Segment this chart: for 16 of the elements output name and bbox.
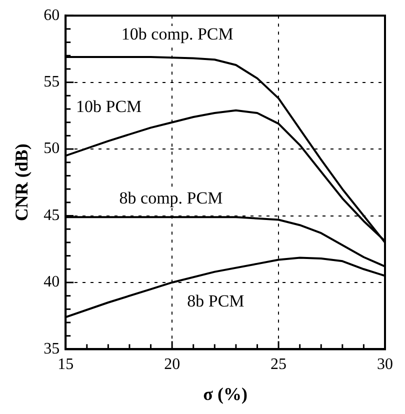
x-tick-label: 20 (164, 356, 180, 374)
series-label: 10b PCM (76, 97, 142, 116)
y-tick-label: 40 (44, 274, 60, 291)
x-tick-label: 15 (58, 356, 74, 374)
y-tick-label: 50 (44, 140, 60, 158)
y-tick-label: 55 (44, 74, 60, 91)
series-label: 8b PCM (187, 291, 244, 310)
y-tick-label: 60 (44, 6, 60, 24)
x-tick-label: 25 (270, 356, 287, 374)
x-axis-title: σ (%) (203, 384, 248, 404)
y-tick-label: 45 (44, 206, 60, 224)
y-tick-label: 35 (44, 340, 60, 358)
series-label: 8b comp. PCM (119, 188, 223, 208)
series-label: 10b comp. PCM (121, 24, 234, 44)
x-tick-label: 30 (377, 356, 393, 374)
y-axis-title: CNR (dB) (11, 144, 32, 222)
